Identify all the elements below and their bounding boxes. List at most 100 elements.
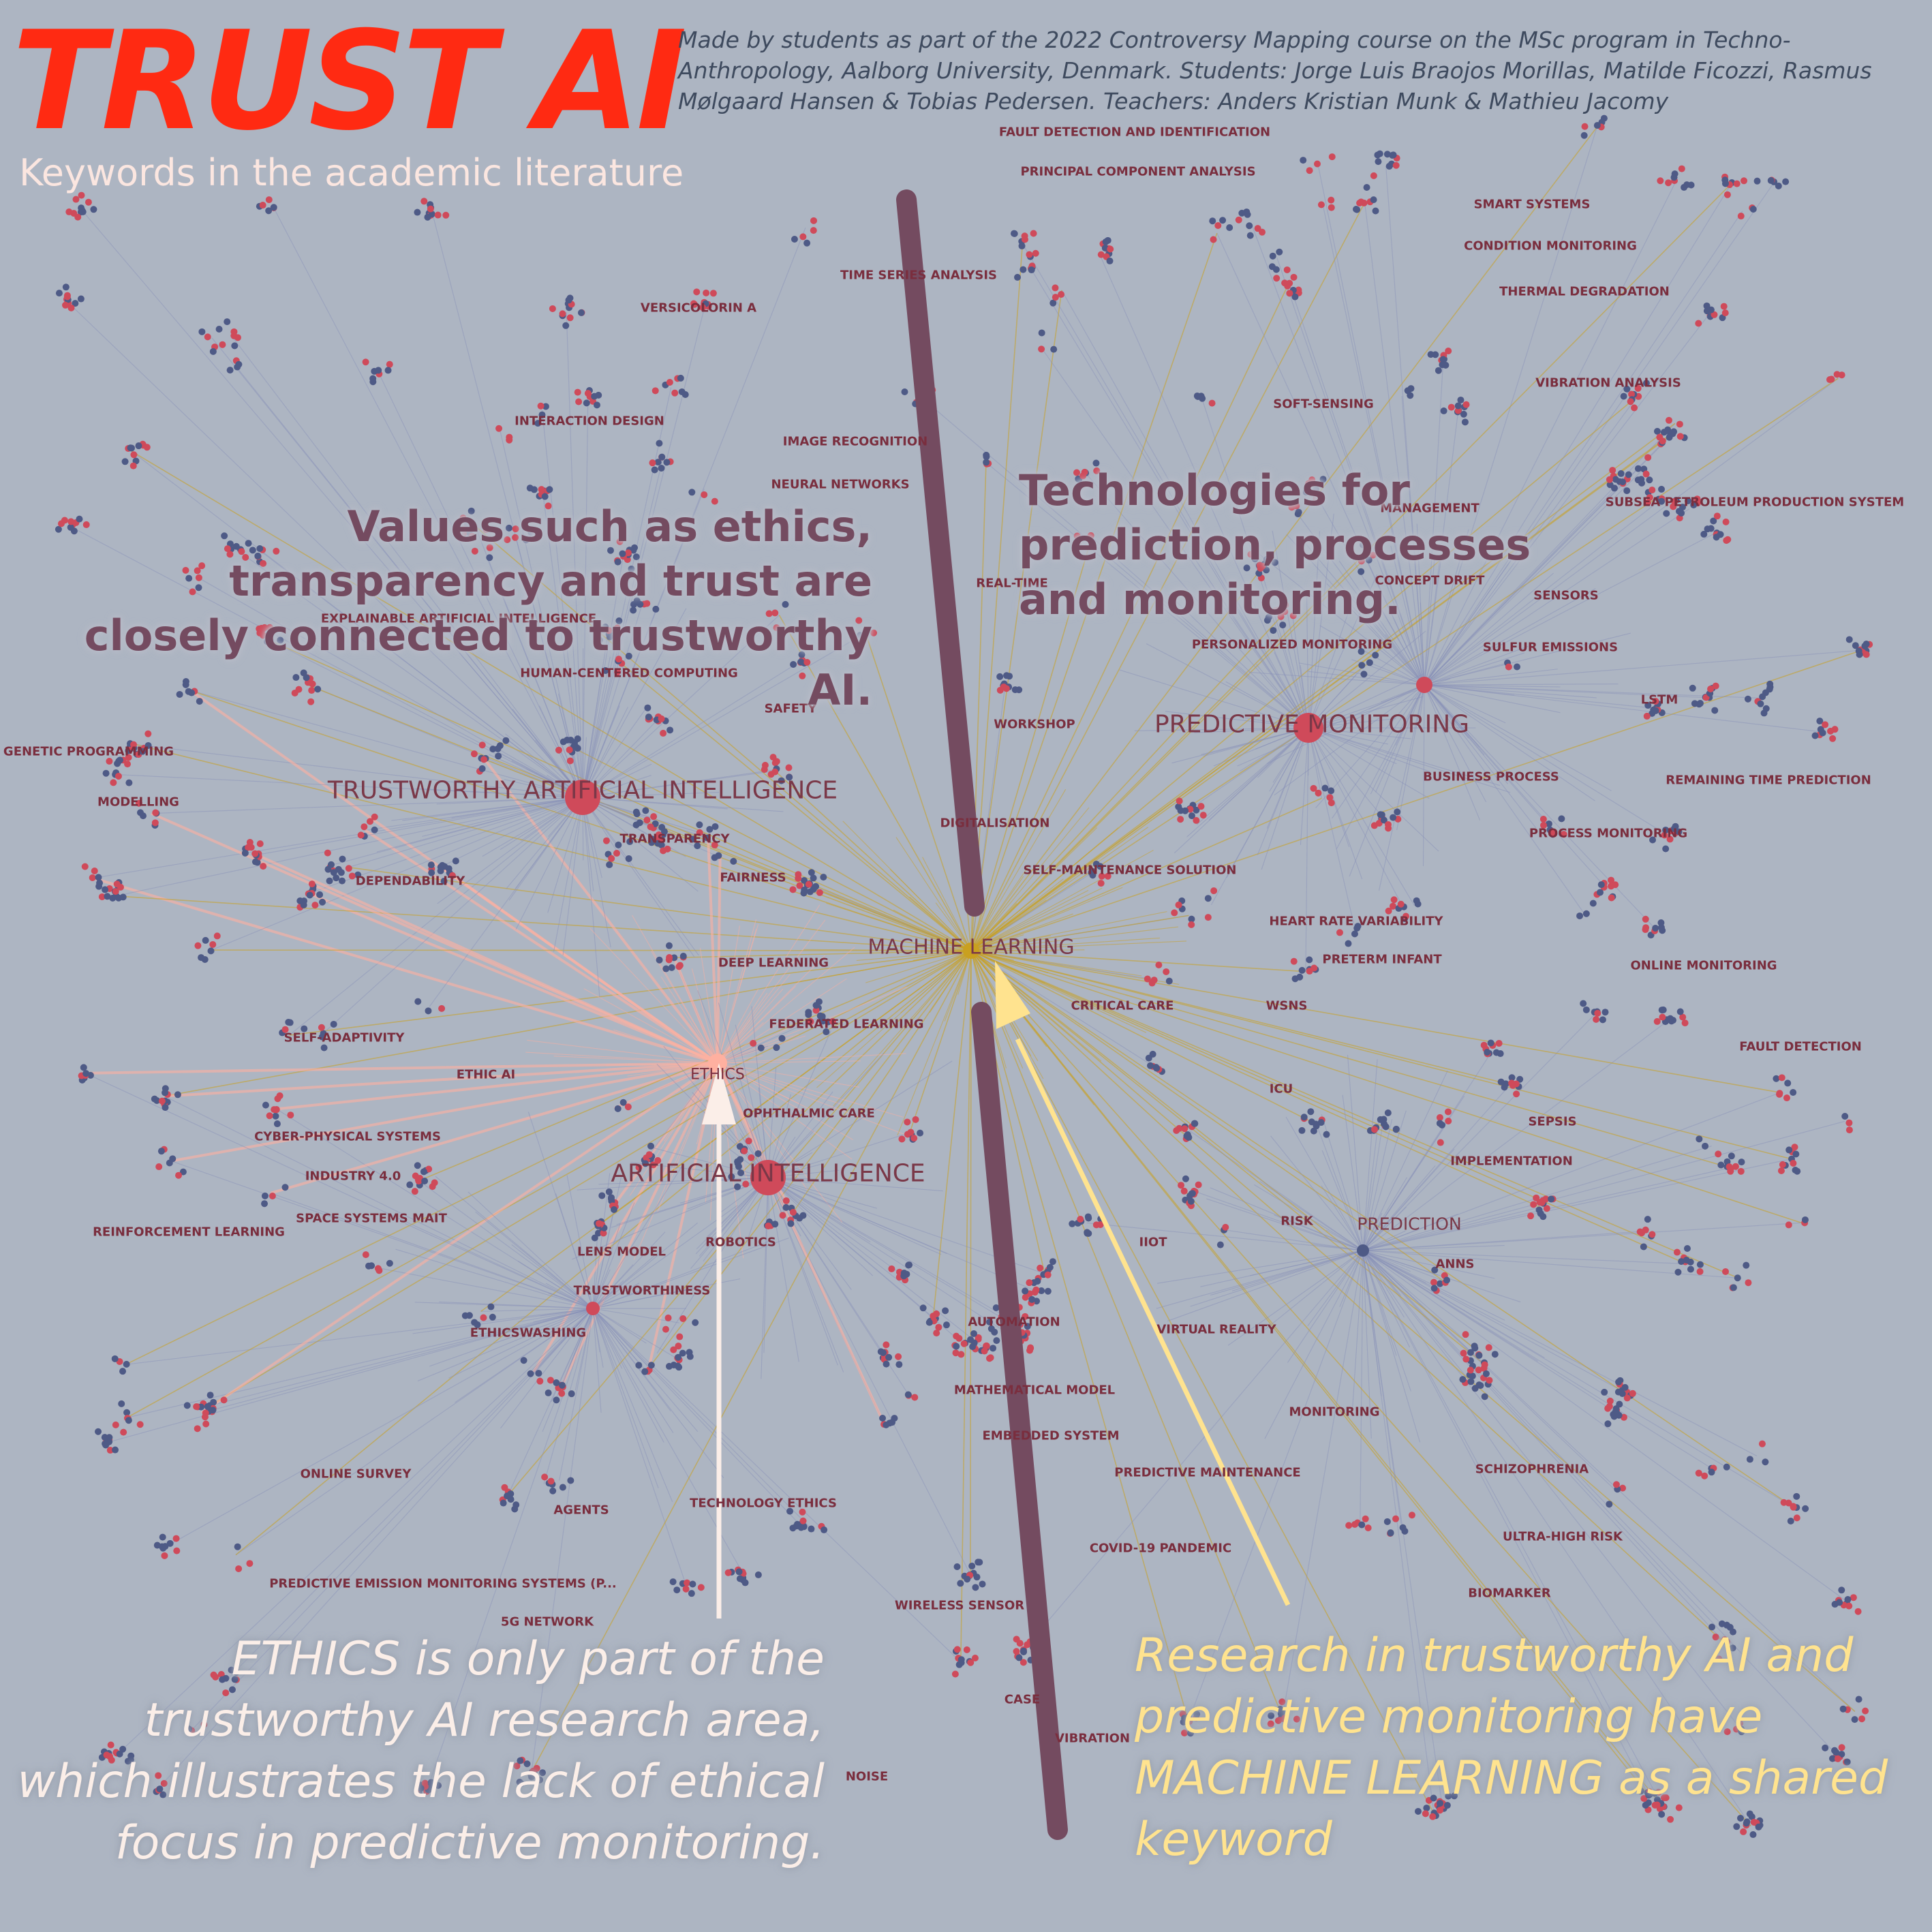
network-node	[1175, 901, 1182, 908]
network-node	[919, 1304, 927, 1312]
network-edge	[592, 1308, 724, 1479]
network-node	[615, 656, 622, 663]
network-edge	[592, 1239, 775, 1309]
network-node	[1358, 568, 1365, 575]
network-node	[152, 809, 159, 816]
network-node	[270, 204, 277, 211]
network-node	[736, 1575, 743, 1582]
keyword-label: HUMAN-CENTERED COMPUTING	[520, 666, 738, 681]
network-edge	[970, 950, 1147, 1033]
network-node	[135, 799, 142, 807]
network-edge	[970, 935, 1052, 951]
network-node	[1291, 293, 1299, 301]
network-node	[1662, 845, 1670, 853]
network-edge	[592, 1308, 800, 1524]
network-node	[736, 1143, 743, 1150]
network-node	[1646, 476, 1653, 484]
network-node	[660, 729, 667, 737]
network-node	[161, 1552, 168, 1559]
network-edge	[897, 950, 972, 1136]
network-edge	[717, 1062, 843, 1223]
network-edge	[531, 950, 972, 1773]
network-node	[1371, 1126, 1379, 1133]
network-edge	[582, 608, 687, 798]
network-node	[1644, 702, 1652, 709]
keyword-label: PRINCIPAL COMPONENT ANALYSIS	[1020, 164, 1256, 179]
network-node	[212, 1673, 219, 1681]
network-edge	[970, 950, 1157, 1069]
network-node	[506, 433, 513, 441]
network-edge	[592, 1308, 815, 1533]
keyword-label: AGENTS	[553, 1503, 609, 1518]
network-edge	[919, 395, 1309, 729]
network-edge	[970, 950, 1511, 1086]
network-edge	[376, 797, 583, 853]
network-edge	[517, 1308, 594, 1323]
network-edge	[592, 1223, 621, 1309]
network-node	[198, 562, 206, 570]
keyword-label: WORKSHOP	[994, 717, 1075, 732]
network-node	[658, 715, 665, 722]
network-node	[547, 1477, 555, 1485]
network-node	[127, 1752, 135, 1760]
network-node	[985, 1355, 993, 1362]
network-edge	[1266, 727, 1309, 829]
keyword-label: TECHNOLOGY ETHICS	[690, 1496, 837, 1511]
network-node	[1267, 1720, 1274, 1728]
network-node	[549, 1487, 557, 1494]
network-node	[1077, 1215, 1084, 1223]
network-node	[261, 1200, 269, 1208]
network-node	[1710, 517, 1717, 525]
network-edge	[553, 797, 583, 952]
network-node	[539, 1769, 547, 1777]
network-node	[228, 1666, 235, 1674]
network-node	[125, 754, 132, 761]
ethics-arrow-head	[702, 1063, 736, 1124]
network-node	[1646, 493, 1653, 501]
network-node	[201, 955, 209, 963]
network-node	[251, 850, 259, 857]
network-edge	[1061, 290, 1309, 729]
network-node	[1539, 822, 1547, 829]
network-node	[1737, 1814, 1745, 1822]
network-node	[1208, 399, 1216, 407]
network-node	[1360, 671, 1368, 678]
network-edge	[1119, 669, 1309, 729]
network-edge	[1424, 684, 1595, 801]
network-node	[1454, 402, 1462, 410]
network-node	[1277, 613, 1285, 620]
network-node	[967, 1659, 975, 1666]
network-node	[1653, 1796, 1661, 1804]
network-node	[575, 398, 583, 405]
network-node	[189, 588, 196, 596]
network-node	[1576, 912, 1584, 919]
network-edge	[1362, 1250, 1621, 1391]
network-edge	[1308, 696, 1424, 729]
network-node	[1718, 1620, 1726, 1627]
network-node	[1044, 1287, 1052, 1295]
keyword-label: VIRTUAL REALITY	[1156, 1322, 1276, 1337]
network-node	[90, 206, 97, 213]
network-node	[1619, 1484, 1627, 1492]
network-node	[1182, 807, 1189, 814]
network-edge	[1352, 1250, 1364, 1408]
network-edge	[970, 915, 1189, 951]
network-node	[1712, 682, 1719, 690]
network-node	[1762, 689, 1769, 696]
network-edge	[289, 950, 972, 1036]
network-edge	[189, 690, 972, 951]
network-node	[675, 1364, 683, 1371]
network-node	[1429, 1813, 1437, 1820]
network-node	[615, 841, 622, 848]
network-edge	[1347, 1054, 1364, 1251]
network-node	[1652, 698, 1659, 705]
network-node	[1558, 815, 1565, 823]
network-edge	[960, 950, 972, 1662]
network-edge	[127, 1308, 594, 1418]
network-node	[1460, 410, 1467, 418]
keyword-label: REAL-TIME	[976, 576, 1048, 591]
network-node	[442, 211, 450, 219]
network-edge	[1308, 727, 1501, 786]
network-edge	[517, 1260, 594, 1309]
network-edge	[1424, 183, 1732, 686]
